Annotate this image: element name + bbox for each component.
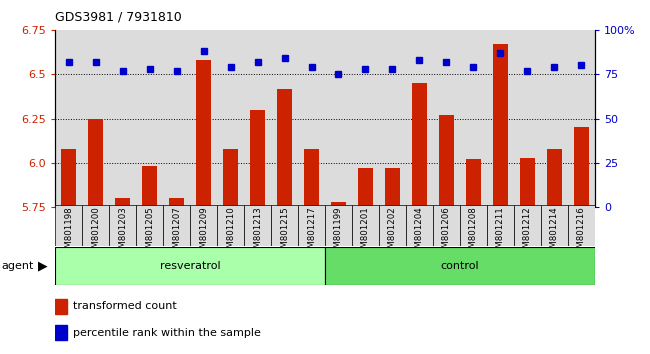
Bar [163,205,190,246]
Bar [136,205,163,246]
Text: GSM801216: GSM801216 [577,206,586,259]
Text: GSM801205: GSM801205 [145,206,154,259]
Text: GSM801209: GSM801209 [199,206,208,259]
Bar [520,158,535,207]
Bar [217,205,244,246]
Bar [385,168,400,207]
Text: GSM801211: GSM801211 [496,206,505,259]
Text: GSM801208: GSM801208 [469,206,478,259]
Text: GSM801215: GSM801215 [280,206,289,259]
Bar [142,166,157,207]
Bar [331,202,346,207]
Bar [55,299,67,314]
Text: GSM801207: GSM801207 [172,206,181,259]
Text: agent: agent [1,261,34,271]
Bar [55,205,83,246]
Bar [406,205,433,246]
Bar [547,149,562,207]
Bar [88,119,103,207]
Bar [568,205,595,246]
Text: control: control [441,261,479,271]
Bar [223,149,238,207]
Bar [109,205,136,246]
Bar [298,205,325,246]
Bar [271,205,298,246]
Bar [115,198,130,207]
Bar [55,247,325,285]
Bar [277,88,292,207]
Bar [169,198,184,207]
Text: transformed count: transformed count [73,301,176,311]
Text: resveratrol: resveratrol [160,261,220,271]
Bar [190,205,217,246]
Text: GSM801204: GSM801204 [415,206,424,259]
Text: GSM801206: GSM801206 [442,206,451,259]
Text: GSM801210: GSM801210 [226,206,235,259]
Bar [352,205,379,246]
Bar [433,205,460,246]
Bar [487,205,514,246]
Bar [493,44,508,207]
Bar [244,205,271,246]
Text: GSM801199: GSM801199 [334,206,343,259]
Text: GSM801202: GSM801202 [388,206,397,259]
Bar [358,168,373,207]
Bar [541,205,568,246]
Text: GSM801200: GSM801200 [91,206,100,259]
Text: GSM801214: GSM801214 [550,206,559,259]
Text: GSM801212: GSM801212 [523,206,532,259]
Bar [250,110,265,207]
Bar [514,205,541,246]
Bar [61,149,76,207]
Bar [439,115,454,207]
Bar [196,60,211,207]
Bar [82,205,109,246]
Bar [460,205,487,246]
Bar [55,325,67,340]
Text: GSM801201: GSM801201 [361,206,370,259]
Bar [325,247,595,285]
Bar [325,205,352,246]
Text: percentile rank within the sample: percentile rank within the sample [73,328,261,338]
Bar [466,159,481,207]
Text: GSM801213: GSM801213 [253,206,262,259]
Bar [412,83,427,207]
Bar [379,205,406,246]
Text: GDS3981 / 7931810: GDS3981 / 7931810 [55,11,182,24]
Text: GSM801198: GSM801198 [64,206,73,259]
Text: ▶: ▶ [38,259,47,272]
Text: GSM801217: GSM801217 [307,206,316,259]
Text: GSM801203: GSM801203 [118,206,127,259]
Bar [574,127,589,207]
Bar [304,149,319,207]
